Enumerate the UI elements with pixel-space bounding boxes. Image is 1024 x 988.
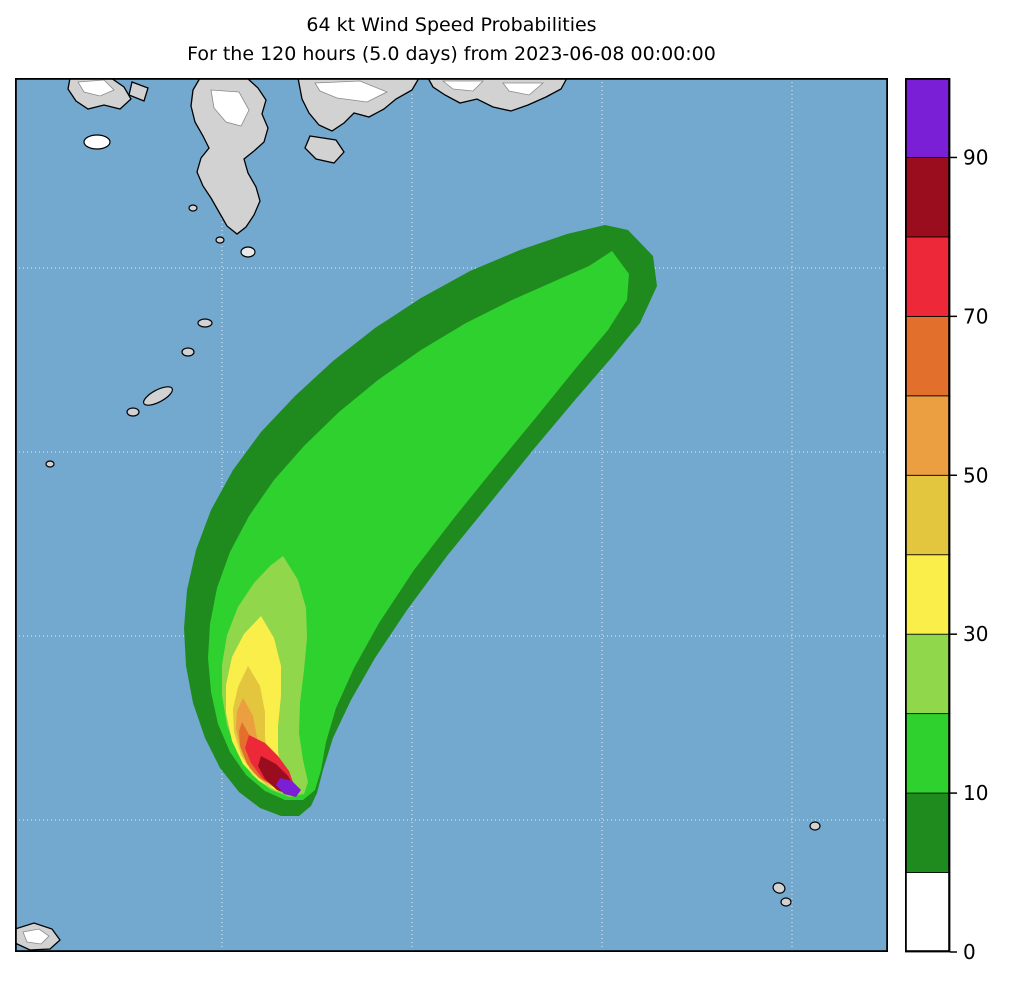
small-island bbox=[45, 460, 55, 468]
colorbar-segment-5-10 bbox=[905, 792, 951, 873]
colorbar-tick-label: 30 bbox=[963, 622, 988, 646]
small-island bbox=[126, 407, 140, 417]
small-island bbox=[181, 347, 195, 357]
figure-title: 64 kt Wind Speed Probabilities For the 1… bbox=[15, 11, 888, 69]
highland-area bbox=[502, 82, 545, 96]
small-island bbox=[215, 236, 225, 244]
figure-title-line1: 64 kt Wind Speed Probabilities bbox=[306, 14, 597, 36]
colorbar-segment-70-80 bbox=[905, 236, 951, 317]
colorbar-segment-40-50 bbox=[905, 474, 951, 556]
small-island bbox=[809, 821, 821, 831]
small-island bbox=[240, 246, 256, 258]
colorbar-segment-80-90 bbox=[905, 157, 951, 238]
colorbar-segment-50-60 bbox=[905, 395, 951, 476]
colorbar-segment-10-20 bbox=[905, 713, 951, 794]
highland-area bbox=[22, 928, 50, 945]
colorbar-frame bbox=[905, 78, 951, 953]
colorbar-tick-label: 90 bbox=[963, 145, 988, 169]
colorbar-tick-label: 10 bbox=[963, 781, 988, 805]
figure-title-line2: For the 120 hours (5.0 days) from 2023-0… bbox=[187, 43, 716, 65]
small-island bbox=[780, 897, 792, 907]
probability-contour-60pct bbox=[239, 722, 271, 784]
small-island bbox=[772, 882, 786, 894]
wind-probability-map bbox=[15, 78, 888, 952]
highland-area bbox=[441, 80, 484, 92]
highland-area bbox=[314, 80, 388, 103]
map-frame bbox=[15, 78, 888, 952]
small-island bbox=[83, 134, 111, 150]
colorbar-segment-0-5 bbox=[905, 872, 951, 953]
offshore-island-small bbox=[128, 81, 149, 102]
highland-area bbox=[77, 79, 115, 97]
colorbar-tick-label: 70 bbox=[963, 304, 988, 328]
probability-contour-10pct bbox=[208, 251, 629, 800]
colorbar-segment-60-70 bbox=[905, 315, 951, 397]
small-island bbox=[197, 318, 213, 328]
landmass-west bbox=[190, 78, 269, 235]
small-island bbox=[142, 386, 174, 406]
probability-contour-90pct bbox=[276, 778, 301, 797]
probability-colorbar: 0 10 30 50 70 90 bbox=[905, 78, 988, 964]
colorbar-segment-20-30 bbox=[905, 633, 951, 715]
colorbar-tick-label: 0 bbox=[963, 940, 976, 964]
colorbar-segment-30-40 bbox=[905, 554, 951, 635]
highland-area bbox=[210, 89, 250, 127]
colorbar-tick-label: 50 bbox=[963, 463, 988, 487]
colorbar-segment-90-100 bbox=[905, 78, 951, 158]
landmass-central-south bbox=[304, 135, 345, 164]
small-island bbox=[188, 204, 198, 212]
